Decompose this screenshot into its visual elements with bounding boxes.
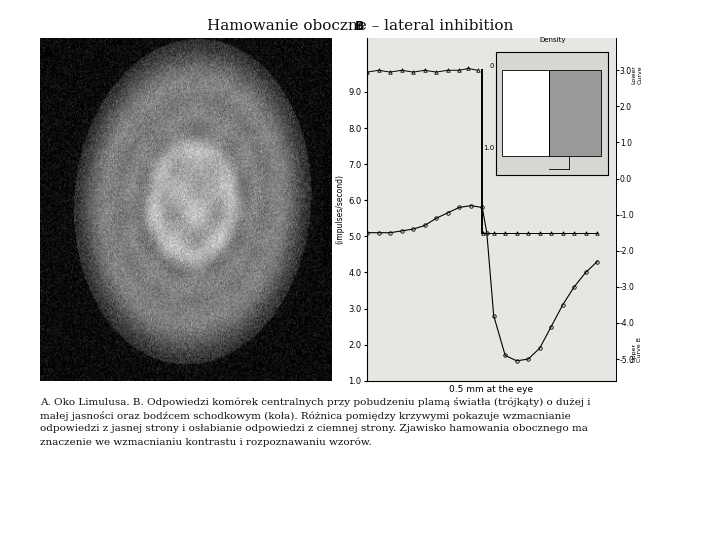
Text: Lower
Curve: Lower Curve <box>631 65 642 84</box>
Text: A. Oko Limulusa. B. Odpowiedzi komórek centralnych przy pobudzeniu plamą światła: A. Oko Limulusa. B. Odpowiedzi komórek c… <box>40 397 590 447</box>
Y-axis label: Frequency Relative to Control
(impulses/second): Frequency Relative to Control (impulses/… <box>323 153 344 266</box>
X-axis label: 0.5 mm at the eye: 0.5 mm at the eye <box>449 385 534 394</box>
Text: B: B <box>355 19 365 32</box>
Text: A: A <box>42 46 53 60</box>
Text: Hamowanie oboczne – lateral inhibition: Hamowanie oboczne – lateral inhibition <box>207 19 513 33</box>
Text: Upper
Curve B: Upper Curve B <box>631 337 642 362</box>
